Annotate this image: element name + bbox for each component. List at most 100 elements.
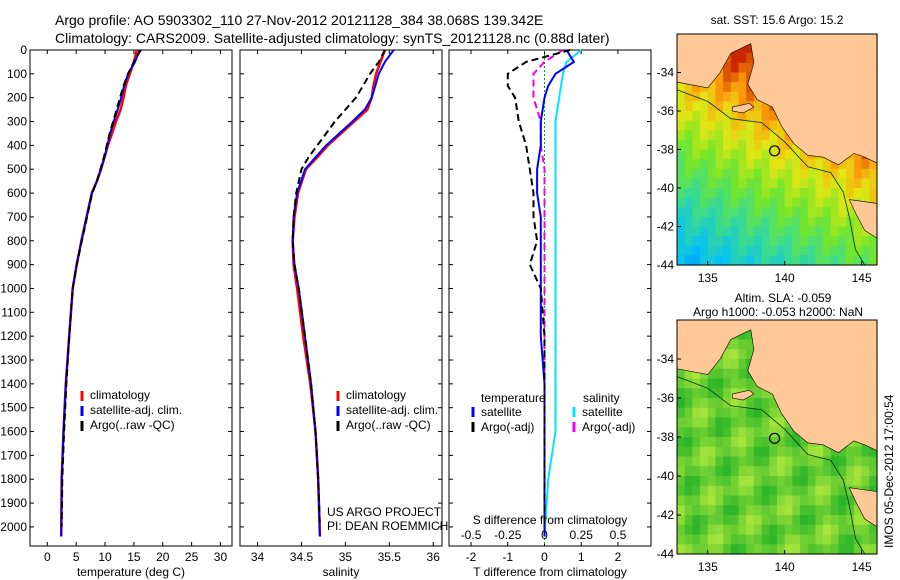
map-cell xyxy=(700,534,709,545)
map-cell xyxy=(746,476,755,487)
map-cell xyxy=(730,505,740,516)
map-cell xyxy=(784,168,793,179)
map-cell xyxy=(807,544,817,555)
map-cell xyxy=(692,505,701,516)
map-cell xyxy=(830,505,840,516)
map-cell xyxy=(730,446,740,458)
legend-title-salinity: salinity xyxy=(583,391,620,405)
map-cell xyxy=(677,197,686,208)
map-cell xyxy=(838,216,847,228)
map-cell xyxy=(692,456,701,467)
map-cell xyxy=(853,456,863,467)
map-cell xyxy=(738,159,747,170)
map-cell xyxy=(769,485,778,497)
map-cell xyxy=(684,197,693,208)
map-cell xyxy=(800,476,809,487)
map-cell xyxy=(761,466,770,477)
map-cell xyxy=(715,456,724,467)
map-cell xyxy=(823,178,832,189)
map-cell xyxy=(723,197,732,208)
map-cell xyxy=(715,245,724,256)
map-cell xyxy=(715,446,724,458)
map-cell xyxy=(777,466,786,477)
map-cell xyxy=(723,378,732,389)
map-cell xyxy=(707,407,717,419)
map-cell xyxy=(815,456,824,467)
map-cell xyxy=(723,101,732,112)
map-cell xyxy=(838,446,847,458)
map-cell xyxy=(869,544,878,555)
map-cell xyxy=(807,236,817,247)
map-y-tick-label: -44 xyxy=(657,258,675,272)
shelf-contour xyxy=(676,89,866,266)
map-cell xyxy=(869,466,878,477)
map-cell xyxy=(792,485,801,497)
map-cell xyxy=(800,207,809,218)
x2-tick-label: 0.25 xyxy=(570,528,594,542)
map-cell xyxy=(753,505,763,516)
x-tick-label: 0 xyxy=(44,550,51,564)
map-cell xyxy=(846,178,855,189)
map-cell xyxy=(707,368,717,380)
land-polygon xyxy=(676,33,878,166)
y-tick-label: 1700 xyxy=(0,448,27,462)
map-cell xyxy=(707,226,717,237)
map-cell xyxy=(723,226,732,237)
map-cell xyxy=(807,188,817,199)
map-cell xyxy=(830,245,840,256)
map-cell xyxy=(738,62,747,74)
map-cell xyxy=(723,349,732,360)
map-cell xyxy=(838,168,847,179)
y-tick-label: 1100 xyxy=(1,305,27,319)
map-cell xyxy=(777,485,786,497)
map-cell xyxy=(761,101,770,112)
map-cell xyxy=(738,178,747,189)
map-cell xyxy=(700,515,709,526)
map-cell xyxy=(715,159,724,170)
map-x-tick-label: 140 xyxy=(775,560,795,574)
map-cell xyxy=(769,236,778,247)
x-tick-label: 0 xyxy=(541,550,548,564)
map-cell xyxy=(830,524,840,536)
map-cell xyxy=(707,534,717,545)
series-salinity-satellite xyxy=(543,49,582,537)
map-cell xyxy=(753,388,763,399)
map-cell xyxy=(677,388,686,399)
y-tick-label: 1600 xyxy=(0,425,27,439)
map-cell xyxy=(677,407,686,419)
map-cell xyxy=(677,168,686,179)
map-cell xyxy=(869,236,878,247)
map-cell xyxy=(730,544,740,555)
map-cell xyxy=(861,544,870,555)
map-cell xyxy=(700,130,709,141)
map-cell xyxy=(830,236,840,247)
map-cell xyxy=(738,168,747,179)
map-cell xyxy=(830,216,840,228)
map-cell xyxy=(746,168,755,179)
map-cell xyxy=(838,236,847,247)
map-cell xyxy=(800,495,809,506)
map-cell xyxy=(753,466,763,477)
map-cell xyxy=(700,91,709,102)
map-cell xyxy=(823,544,832,555)
map-cell xyxy=(677,476,686,487)
map-cell xyxy=(769,188,778,199)
map-y-tick-label: -42 xyxy=(657,508,675,522)
map-cell xyxy=(715,120,724,131)
map-cell xyxy=(815,188,824,199)
map-cell xyxy=(746,437,755,448)
map-cell xyxy=(738,505,747,516)
map-cell xyxy=(684,139,693,151)
x2-tick-label: 0 xyxy=(541,528,548,542)
map-cell xyxy=(715,139,724,151)
map-cell xyxy=(830,485,840,497)
map-cell xyxy=(753,139,763,151)
map-cell xyxy=(730,417,740,428)
map-y-tick-label: -36 xyxy=(657,104,675,118)
map-cell xyxy=(807,446,817,458)
map-cell xyxy=(715,91,724,102)
map-cell xyxy=(784,495,793,506)
x2-tick-label: -0.5 xyxy=(461,528,482,542)
map-cell xyxy=(815,524,824,536)
map-cell xyxy=(700,111,709,122)
